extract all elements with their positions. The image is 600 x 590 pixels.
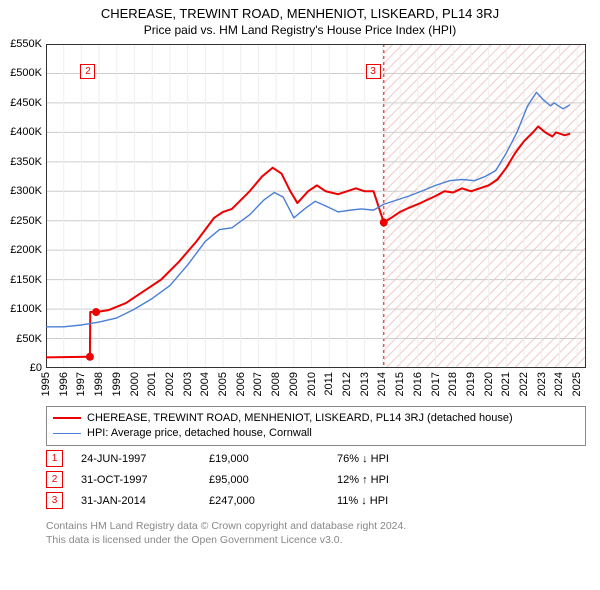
y-tick-label: £500K	[10, 67, 42, 79]
legend: CHEREASE, TREWINT ROAD, MENHENIOT, LISKE…	[46, 406, 586, 446]
event-row: 2 31-OCT-1997 £95,000 12% ↑ HPI	[46, 471, 586, 488]
annotation-box: 3	[366, 64, 381, 79]
legend-item: CHEREASE, TREWINT ROAD, MENHENIOT, LISKE…	[53, 411, 579, 426]
y-tick-label: £400K	[10, 126, 42, 138]
x-tick-label: 2024	[553, 372, 565, 396]
x-tick-label: 2019	[465, 372, 477, 396]
sale-marker	[380, 218, 388, 226]
event-index-box: 2	[46, 471, 63, 488]
x-tick-label: 2004	[199, 372, 211, 396]
x-tick-label: 2002	[164, 372, 176, 396]
legend-label: CHEREASE, TREWINT ROAD, MENHENIOT, LISKE…	[87, 411, 513, 426]
x-tick-label: 2008	[270, 372, 282, 396]
x-tick-label: 2016	[412, 372, 424, 396]
y-tick-label: £100K	[10, 303, 42, 315]
titles: CHEREASE, TREWINT ROAD, MENHENIOT, LISKE…	[0, 0, 600, 38]
x-tick-label: 2007	[252, 372, 264, 396]
x-tick-label: 1999	[111, 372, 123, 396]
footer-line1: Contains HM Land Registry data © Crown c…	[46, 519, 586, 533]
y-tick-label: £450K	[10, 97, 42, 109]
event-row: 1 24-JUN-1997 £19,000 76% ↓ HPI	[46, 450, 586, 467]
event-price: £19,000	[209, 453, 319, 465]
legend-swatch	[53, 417, 81, 419]
footer: Contains HM Land Registry data © Crown c…	[46, 519, 586, 547]
x-tick-label: 2020	[483, 372, 495, 396]
x-tick-label: 2014	[376, 372, 388, 396]
x-tick-label: 1997	[75, 372, 87, 396]
x-tick-label: 2023	[536, 372, 548, 396]
y-tick-label: £350K	[10, 156, 42, 168]
x-tick-label: 2009	[288, 372, 300, 396]
x-tick-label: 2017	[430, 372, 442, 396]
sale-marker	[92, 308, 100, 316]
event-index-box: 3	[46, 492, 63, 509]
sale-marker	[86, 353, 94, 361]
x-tick-label: 2000	[129, 372, 141, 396]
event-price: £95,000	[209, 474, 319, 486]
x-tick-label: 2018	[447, 372, 459, 396]
event-price: £247,000	[209, 495, 319, 507]
annotation-box: 2	[80, 64, 95, 79]
events-table: 1 24-JUN-1997 £19,000 76% ↓ HPI 2 31-OCT-1997…	[46, 450, 586, 513]
chart-container: CHEREASE, TREWINT ROAD, MENHENIOT, LISKE…	[0, 0, 600, 590]
x-tick-label: 2003	[182, 372, 194, 396]
x-tick-label: 2013	[359, 372, 371, 396]
event-date: 24-JUN-1997	[81, 453, 191, 465]
x-tick-label: 1996	[58, 372, 70, 396]
chart-svg	[46, 44, 586, 368]
x-tick-label: 1995	[40, 372, 52, 396]
x-tick-label: 2010	[306, 372, 318, 396]
title-line2: Price paid vs. HM Land Registry's House …	[0, 23, 600, 39]
plot-area: £0£50K£100K£150K£200K£250K£300K£350K£400…	[46, 44, 586, 368]
x-tick-label: 2006	[235, 372, 247, 396]
footer-line2: This data is licensed under the Open Gov…	[46, 533, 586, 547]
x-tick-label: 2015	[394, 372, 406, 396]
x-tick-label: 2022	[518, 372, 530, 396]
event-date: 31-JAN-2014	[81, 495, 191, 507]
y-tick-label: £300K	[10, 185, 42, 197]
x-tick-label: 2025	[571, 372, 583, 396]
x-tick-label: 2011	[323, 372, 335, 396]
event-delta: 76% ↓ HPI	[337, 453, 389, 465]
event-date: 31-OCT-1997	[81, 474, 191, 486]
y-tick-label: £550K	[10, 38, 42, 50]
x-tick-label: 2021	[500, 372, 512, 396]
x-tick-label: 1998	[93, 372, 105, 396]
y-tick-label: £150K	[10, 274, 42, 286]
event-delta: 12% ↑ HPI	[337, 474, 389, 486]
x-tick-label: 2001	[146, 372, 158, 396]
y-tick-label: £200K	[10, 244, 42, 256]
legend-swatch	[53, 433, 81, 434]
legend-item: HPI: Average price, detached house, Corn…	[53, 426, 579, 441]
x-tick-label: 2005	[217, 372, 229, 396]
legend-label: HPI: Average price, detached house, Corn…	[87, 426, 312, 441]
title-line1: CHEREASE, TREWINT ROAD, MENHENIOT, LISKE…	[0, 6, 600, 23]
x-tick-label: 2012	[341, 372, 353, 396]
event-row: 3 31-JAN-2014 £247,000 11% ↓ HPI	[46, 492, 586, 509]
event-index-box: 1	[46, 450, 63, 467]
event-delta: 11% ↓ HPI	[337, 495, 388, 507]
y-tick-label: £50K	[16, 333, 42, 345]
y-tick-label: £250K	[10, 215, 42, 227]
